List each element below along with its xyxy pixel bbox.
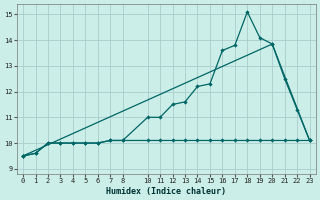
X-axis label: Humidex (Indice chaleur): Humidex (Indice chaleur) <box>106 187 226 196</box>
